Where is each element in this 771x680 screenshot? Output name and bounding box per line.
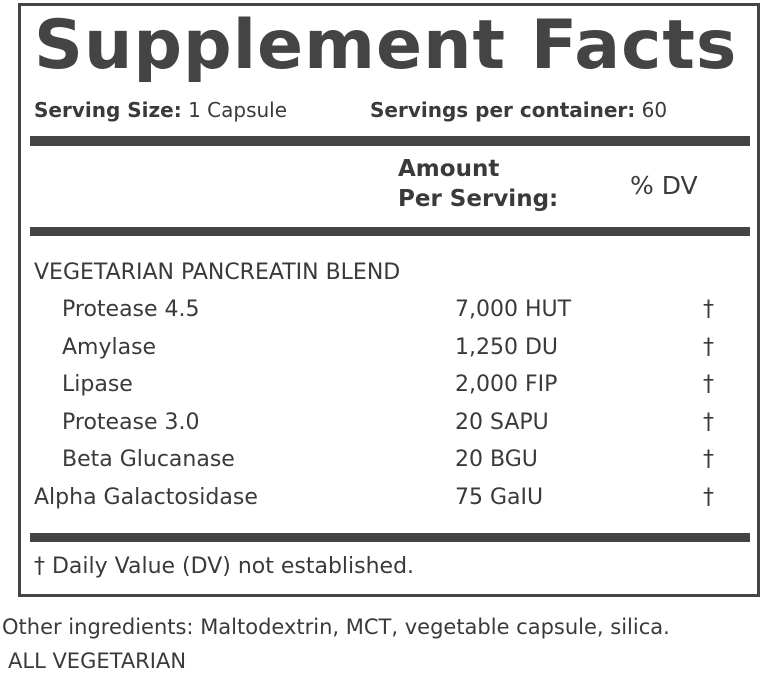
dv-header: % DV xyxy=(630,171,698,200)
title: Supplement Facts xyxy=(34,6,738,85)
ingredient-name: Protease 3.0 xyxy=(62,409,200,435)
ingredient-amount: 20 SAPU xyxy=(455,409,549,435)
serving-size-value: 1 Capsule xyxy=(188,98,288,122)
ingredient-dv: † xyxy=(703,484,714,510)
amount-header: Amount xyxy=(398,156,500,182)
amount-header: Per Serving: xyxy=(398,186,559,212)
footnote: † Daily Value (DV) not established. xyxy=(34,554,415,579)
label-box xyxy=(18,3,760,597)
divider xyxy=(30,227,750,236)
blend-name: VEGETARIAN PANCREATIN BLEND xyxy=(34,260,401,285)
servings-value: 60 xyxy=(641,98,668,122)
ingredient-name: Beta Glucanase xyxy=(62,447,235,472)
ingredient-name: Lipase xyxy=(62,372,133,397)
ingredient-dv: † xyxy=(703,409,714,435)
servings-label: Servings per container: xyxy=(370,98,636,122)
ingredient-amount: 1,250 DU xyxy=(455,334,559,360)
ingredient-amount: 75 GaIU xyxy=(455,484,544,510)
servings-line: Servings per container: 60 xyxy=(370,100,667,120)
ingredient-name: Alpha Galactosidase xyxy=(34,484,258,510)
ingredient-name: Amylase xyxy=(62,334,157,360)
other-ingredients: Other ingredients: Maltodextrin, MCT, ve… xyxy=(2,615,670,639)
note: ALL VEGETARIAN xyxy=(8,649,187,673)
ingredient-dv: † xyxy=(703,334,714,360)
ingredient-amount: 2,000 FIP xyxy=(455,372,558,397)
serving-line: Serving Size: 1 Capsule xyxy=(34,100,287,120)
ingredient-amount: 7,000 HUT xyxy=(455,297,572,322)
ingredient-name: Protease 4.5 xyxy=(62,297,200,322)
divider xyxy=(30,533,750,542)
ingredient-amount: 20 BGU xyxy=(455,447,538,472)
ingredient-dv: † xyxy=(703,447,714,472)
serving-size-label: Serving Size: xyxy=(34,98,182,122)
ingredient-dv: † xyxy=(703,297,714,322)
ingredient-dv: † xyxy=(703,372,714,397)
divider xyxy=(30,136,750,146)
